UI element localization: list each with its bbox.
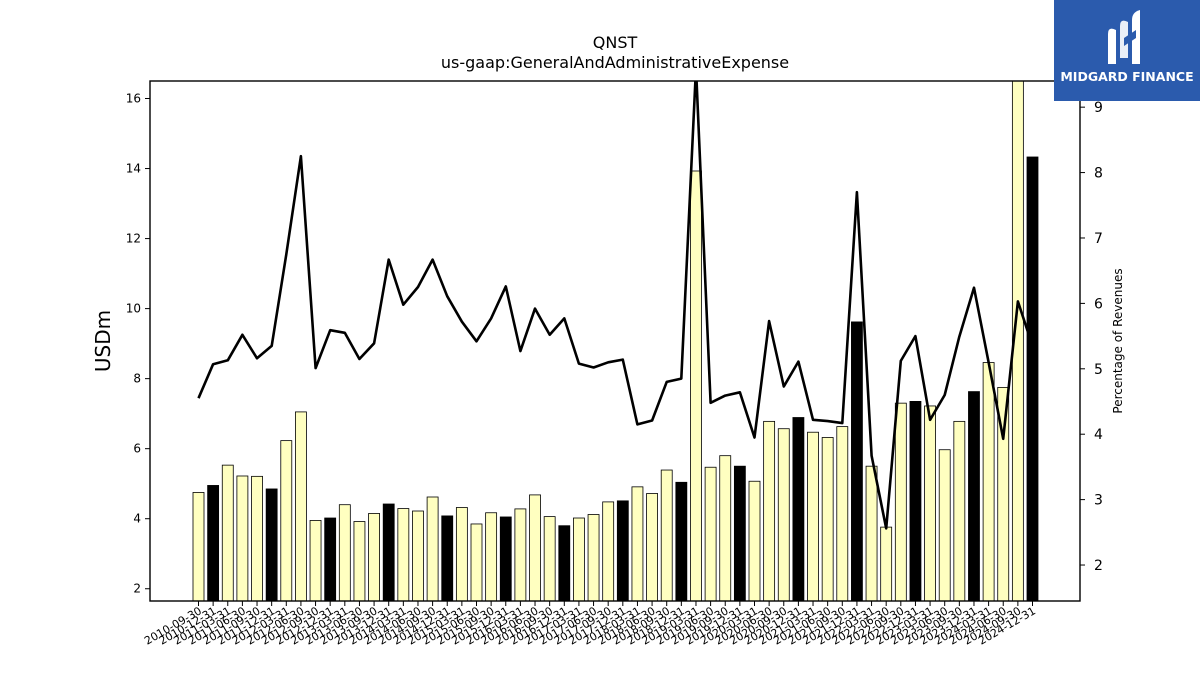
bar [616,500,629,602]
y-tick-label: 14 [126,162,141,176]
bar [953,420,966,602]
y2-tick-label: 7 [1094,231,1103,247]
bar [192,492,205,602]
bar [909,401,922,602]
bar [426,496,439,602]
bar [924,405,936,602]
bar [660,469,673,602]
y2-axis-label: Percentage of Revenues [1111,268,1125,413]
bar [982,362,995,602]
bar [704,466,717,602]
bar [821,437,834,602]
bar [602,501,615,602]
bar [455,507,468,602]
bar [265,488,278,602]
y2-tick-label: 6 [1094,296,1103,312]
bar [690,170,702,602]
bar [295,411,307,602]
bar [221,464,234,602]
bar [251,475,263,602]
y-axis-left: 2 4 6 8 10 12 14 16 [126,92,150,596]
bar [763,420,776,602]
y-tick-label: 12 [126,232,141,246]
bar [309,520,322,602]
bar [529,494,541,602]
bar [968,391,980,602]
bar [397,508,410,602]
y2-tick-label: 3 [1094,493,1103,509]
bar [485,512,498,602]
bar [587,514,600,602]
bar [851,321,863,602]
bar [631,486,644,602]
bar [280,440,293,602]
series-line [197,81,1034,530]
bar [514,508,527,602]
bar [499,516,512,602]
y-axis-right: 2 3 4 5 6 7 8 9 [1080,100,1103,574]
chart-title: QNST [593,33,638,52]
y2-tick-label: 8 [1094,166,1103,182]
y-tick-label: 10 [126,302,141,316]
line-group [197,81,1034,530]
y2-tick-label: 5 [1094,362,1103,378]
bar [470,523,483,602]
midgard-logo-icon [1108,10,1140,65]
y-tick-label: 4 [133,512,141,526]
x-axis: 2010-09-302010-12-312011-03-312011-06-30… [142,601,1038,648]
y-axis-label: USDm [91,310,115,372]
bar [236,475,249,602]
y2-tick-label: 2 [1094,558,1103,574]
bar [733,465,746,602]
chart-subtitle: us-gaap:GeneralAndAdministrativeExpense [441,53,789,72]
bar [207,485,220,602]
bar [807,431,819,602]
bar [441,515,454,602]
logo-text: MIDGARD FINANCE [1060,69,1194,84]
bar [719,455,732,602]
bar [324,517,337,602]
bar [412,510,424,602]
bar [748,480,761,602]
y-tick-label: 2 [133,582,141,596]
bar [1026,156,1039,602]
y-tick-label: 6 [133,442,141,456]
bar [792,417,805,602]
y-tick-label: 8 [133,372,141,386]
bar [368,513,380,602]
bar [543,516,556,602]
bar [573,517,585,602]
bar [646,493,658,602]
bar [880,526,893,602]
midgard-finance-logo: MIDGARD FINANCE [1054,0,1200,101]
bar [865,465,878,602]
y-tick-label: 16 [126,92,141,106]
y2-tick-label: 9 [1094,100,1103,116]
y2-tick-label: 4 [1094,427,1103,443]
bar-group [192,80,1039,602]
bar [353,521,366,602]
bar [938,449,951,602]
bar [894,402,907,602]
bar [558,525,571,602]
bar [382,503,395,602]
plot-frame [149,80,1081,602]
bar [675,481,688,602]
bar [338,504,351,602]
bar [836,426,849,602]
bar [777,428,790,602]
